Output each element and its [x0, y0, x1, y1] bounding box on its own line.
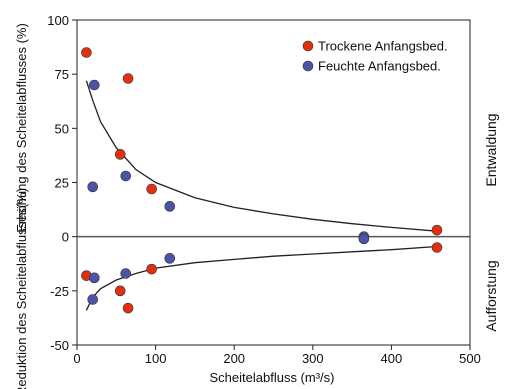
y-tick-label: 0: [62, 230, 69, 245]
trockene-point: [431, 224, 443, 236]
trockene-point: [114, 149, 126, 160]
feuchte-point: [164, 201, 176, 212]
x-tick-label: 500: [459, 351, 481, 366]
y-tick-label: 75: [55, 67, 69, 82]
legend: Trockene Anfangsbed. Feuchte Anfangsbed.: [302, 39, 448, 74]
legend-label-feuchte: Feuchte Anfangsbed.: [318, 59, 441, 74]
trockene-point: [114, 285, 126, 297]
x-tick-label: 200: [223, 351, 245, 366]
feuchte-point: [87, 181, 99, 193]
legend-marker-trockene: [302, 40, 314, 52]
right-label-lower: Aufforstung: [483, 260, 499, 331]
x-tick-label: 300: [302, 351, 324, 366]
trockene-point: [122, 73, 134, 84]
feuchte-point: [120, 268, 132, 279]
feuchte-point: [87, 294, 99, 305]
axes: 0 100 200 300 400 500 -50 -25 0 25 50 75 100: [47, 13, 481, 366]
data-points: [81, 47, 443, 314]
feuchte-point: [358, 233, 370, 245]
y-tick-label: 25: [55, 176, 69, 191]
y-tick-label: 100: [47, 13, 69, 28]
trockene-point: [146, 183, 157, 195]
y-tick-label: -50: [50, 338, 69, 353]
fit-curves: [85, 80, 439, 311]
right-label-upper: Entwaldung: [483, 113, 499, 186]
feuchte-point: [88, 79, 100, 91]
fit-curve-upper: [85, 80, 439, 232]
trockene-point: [146, 263, 157, 275]
feuchte-point: [164, 253, 176, 264]
legend-marker-feuchte: [302, 60, 314, 72]
y-axis-label-lower: Reduktion des Scheitelabflusses(%): [14, 188, 29, 389]
x-axis-label: Scheitelabfluss (m³/s): [210, 370, 335, 385]
y-axis-label-upper: Erhöhung des Scheitelabflusses (%): [14, 23, 29, 233]
fit-curve-lower: [85, 245, 439, 311]
trockene-point: [431, 242, 443, 253]
y-tick-label: -25: [50, 284, 69, 299]
axis-labels: Scheitelabfluss (m³/s) Erhöhung des Sche…: [14, 23, 499, 389]
x-tick-label: 400: [381, 351, 403, 366]
x-tick-label: 100: [145, 351, 167, 366]
x-tick-label: 0: [73, 351, 80, 366]
legend-label-trockene: Trockene Anfangsbed.: [318, 39, 448, 54]
trockene-point: [81, 47, 92, 58]
feuchte-point: [120, 170, 132, 182]
y-tick-label: 50: [55, 121, 69, 136]
feuchte-point: [88, 272, 100, 284]
trockene-point: [122, 302, 134, 314]
